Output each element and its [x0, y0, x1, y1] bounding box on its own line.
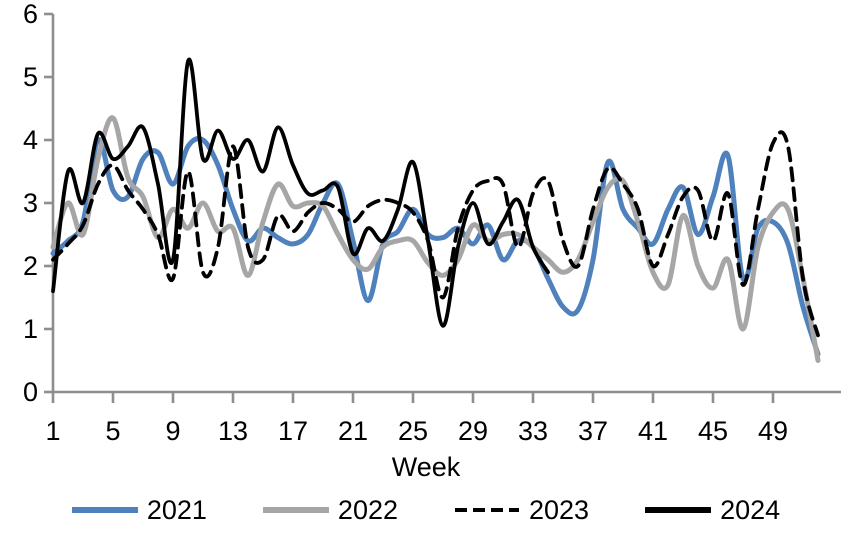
x-tick-label: 1 — [45, 416, 60, 446]
x-tick-label: 37 — [578, 416, 608, 446]
x-tick-label: 5 — [105, 416, 120, 446]
legend-label-2024: 2024 — [720, 495, 781, 525]
legend-label-2021: 2021 — [146, 495, 207, 525]
y-tick-label: 4 — [23, 125, 38, 155]
x-tick-label: 21 — [338, 416, 368, 446]
legend-item-2021: 2021 — [71, 494, 207, 526]
x-tick-label: 17 — [278, 416, 308, 446]
series-line-2023 — [51, 130, 820, 338]
x-tick-label: 45 — [698, 416, 728, 446]
x-tick-label: 13 — [218, 416, 248, 446]
legend-label-2022: 2022 — [337, 495, 398, 525]
x-tick-label: 41 — [638, 416, 668, 446]
legend-swatch-2024 — [645, 507, 712, 513]
x-tick-label: 33 — [518, 416, 548, 446]
series-line-2024 — [51, 57, 550, 328]
legend: 2021 2022 2023 2024 — [0, 490, 852, 530]
x-tick-label: 25 — [398, 416, 428, 446]
legend-swatch-2022 — [262, 507, 329, 513]
legend-label-2023: 2023 — [529, 495, 590, 525]
legend-swatch-2021 — [71, 507, 138, 513]
y-tick-label: 2 — [23, 251, 38, 281]
y-tick-label: 6 — [23, 0, 38, 29]
legend-item-2022: 2022 — [262, 494, 398, 526]
axes — [51, 14, 841, 394]
x-axis-title: Week — [391, 452, 461, 482]
y-tick-label: 5 — [23, 62, 38, 92]
y-tick-label: 3 — [23, 188, 38, 218]
x-tick-label: 9 — [165, 416, 180, 446]
x-tick-label: 29 — [458, 416, 488, 446]
legend-item-2023: 2023 — [454, 494, 589, 526]
y-tick-label: 0 — [23, 377, 38, 407]
y-tick-label: 1 — [23, 314, 38, 344]
x-tick-label: 49 — [758, 416, 788, 446]
legend-item-2024: 2024 — [645, 494, 780, 526]
legend-swatch-2023 — [455, 508, 519, 512]
